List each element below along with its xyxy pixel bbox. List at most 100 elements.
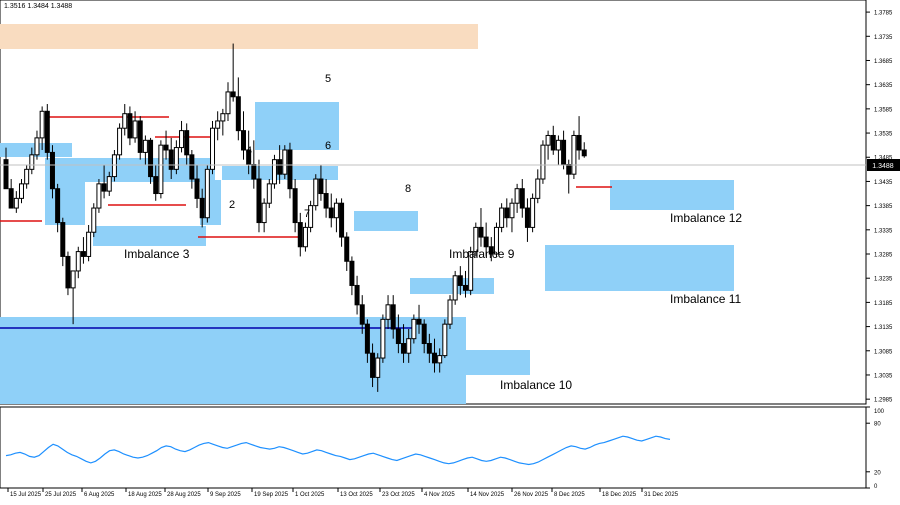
candle-body-down (421, 323, 427, 345)
candle (13, 191, 19, 213)
candle (416, 304, 422, 334)
candle (328, 193, 334, 228)
candle (571, 130, 577, 180)
oscillator-tick-label: 80 (874, 422, 881, 428)
imbalance-labels: Imbalance 3 Imbalance 9 Imbalance 12 Imb… (124, 211, 742, 392)
candle (380, 314, 386, 363)
candle-body-down (344, 236, 350, 262)
candle (24, 164, 30, 189)
candle (215, 111, 221, 141)
candle-body-up (34, 137, 40, 156)
candle (261, 198, 267, 233)
candle (339, 198, 345, 247)
candle-body-down (390, 304, 396, 330)
candle (442, 319, 448, 359)
candle (65, 251, 71, 296)
candle (127, 106, 133, 146)
candle (297, 212, 303, 257)
candle (117, 123, 123, 160)
candle-body-up (468, 251, 474, 291)
candle (390, 295, 396, 339)
candle (421, 319, 427, 354)
candle-body-up (333, 202, 339, 219)
price-tick-label: 1.3285 (874, 253, 893, 259)
candle-body-up (24, 168, 30, 185)
candle (555, 135, 561, 165)
candle (545, 130, 551, 160)
candle (540, 140, 546, 184)
candle-body-up (571, 134, 577, 175)
candle-body-down (478, 226, 484, 238)
time-tick-label: 18 Dec 2025 (602, 492, 637, 498)
candle (18, 179, 24, 204)
candle (354, 275, 360, 315)
candle-body-down (576, 134, 582, 151)
candle-body-up (452, 275, 458, 301)
candle (519, 179, 525, 218)
candle (230, 43, 236, 102)
candle (292, 179, 298, 233)
time-tick-label: 18 Aug 2025 (128, 492, 162, 498)
candle-body-down (462, 284, 468, 291)
candle-body-up (106, 176, 112, 192)
time-tick-label: 8 Dec 2025 (554, 492, 585, 498)
candle (452, 270, 458, 305)
candle (493, 222, 499, 257)
candle (323, 179, 329, 218)
candle-body-down (504, 207, 510, 219)
imbalance-zone-3 (93, 226, 206, 246)
candle-body-down (60, 222, 66, 257)
candle (49, 145, 55, 199)
candle (581, 142, 587, 158)
candle-body-up (220, 113, 226, 122)
time-tick-label: 1 Oct 2025 (295, 492, 325, 498)
candle (318, 164, 324, 201)
candle (302, 222, 308, 252)
candle-body-up (509, 202, 515, 219)
wave-5-label: 5 (325, 73, 331, 85)
time-tick-label: 6 Aug 2025 (84, 492, 115, 498)
resistance-zone (0, 24, 478, 49)
candle-body-down (101, 183, 107, 192)
candle-body-up (111, 154, 117, 178)
candle-body-up (13, 197, 19, 209)
candle-body-up (70, 270, 76, 289)
candle-body-down (235, 96, 241, 132)
candle (240, 111, 246, 160)
imbalance-10-label: Imbalance 10 (500, 378, 572, 392)
candle-body-down (364, 323, 370, 354)
candle (524, 198, 530, 242)
candle (535, 169, 541, 204)
imbalance-zone-11 (545, 245, 734, 291)
price-tick-label: 1.3735 (874, 35, 893, 41)
candle-body-down (349, 260, 355, 286)
price-tick-label: 1.3085 (874, 349, 893, 355)
price-tick-label: 1.3685 (874, 59, 893, 65)
current-price-box (867, 159, 900, 171)
resistance-zone-rect (0, 24, 478, 49)
candle (370, 343, 376, 388)
candle (163, 130, 169, 160)
candle (256, 159, 262, 233)
candle-body-up (271, 159, 277, 185)
candle-body-down (194, 178, 200, 199)
candle-body-down (189, 154, 195, 180)
candle (173, 140, 179, 175)
candle-body-down (328, 207, 334, 219)
candle-body-up (75, 251, 81, 272)
candle-body-up (173, 147, 179, 170)
time-tick-label: 19 Sep 2025 (254, 492, 289, 498)
candle (530, 193, 536, 233)
candle-body-down (432, 352, 438, 364)
candle (80, 237, 86, 264)
candle (199, 188, 205, 228)
candle (158, 140, 164, 199)
candle (142, 135, 148, 165)
candle-body-down (287, 149, 293, 190)
candle-body-down (163, 144, 169, 151)
candle-body-down (153, 176, 159, 195)
wave-8-label: 8 (405, 183, 411, 195)
candle-body-up (18, 183, 24, 199)
